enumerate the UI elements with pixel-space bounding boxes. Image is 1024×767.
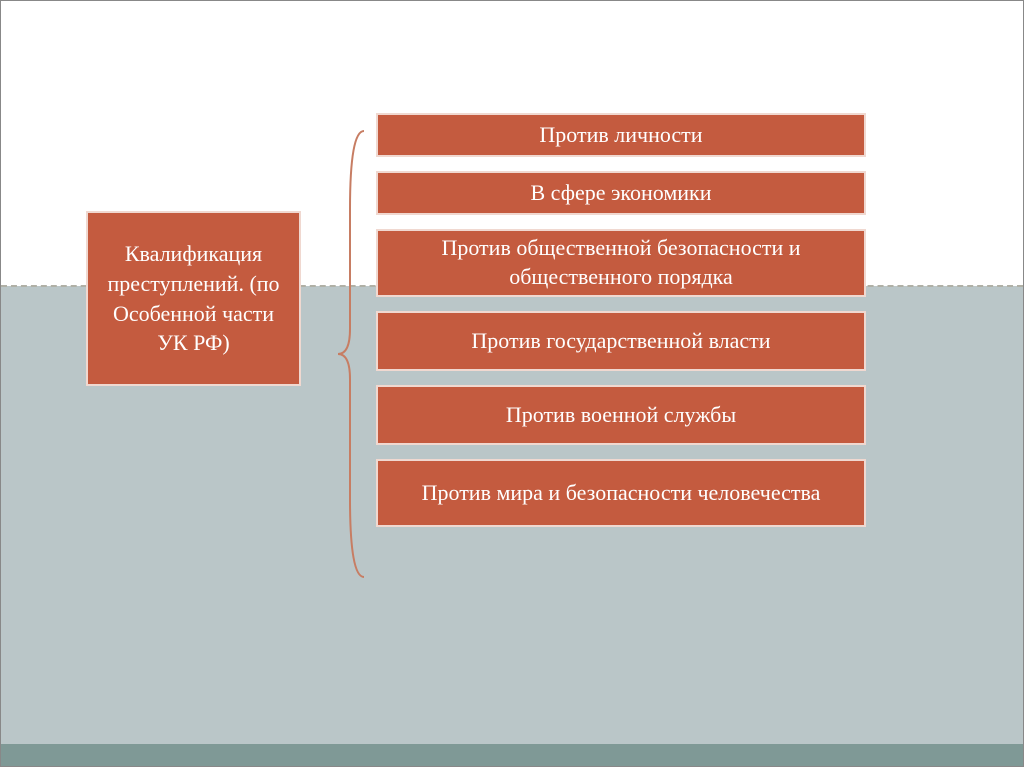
category-item: Против государственной власти [376,311,866,371]
category-item: Против мира и безопасности человечества [376,459,866,527]
category-item: Против военной службы [376,385,866,445]
category-item: Против личности [376,113,866,157]
category-item: В сфере экономики [376,171,866,215]
category-item-label: Против государственной власти [471,327,770,356]
category-item-label: В сфере экономики [530,179,711,208]
category-item-label: Против общественной безопасности и общес… [392,234,850,291]
root-category-box: Квалификация преступлений. (по Особенной… [86,211,301,386]
root-category-label: Квалификация преступлений. (по Особенной… [104,239,283,358]
category-items-list: Против личности В сфере экономики Против… [376,113,866,527]
category-item: Против общественной безопасности и общес… [376,229,866,297]
bracket-connector [336,129,366,579]
bottom-accent-bar [1,744,1023,766]
slide-canvas: Квалификация преступлений. (по Особенной… [0,0,1024,767]
category-item-label: Против мира и безопасности человечества [422,479,821,508]
category-item-label: Против военной службы [506,401,736,430]
category-item-label: Против личности [539,121,702,150]
